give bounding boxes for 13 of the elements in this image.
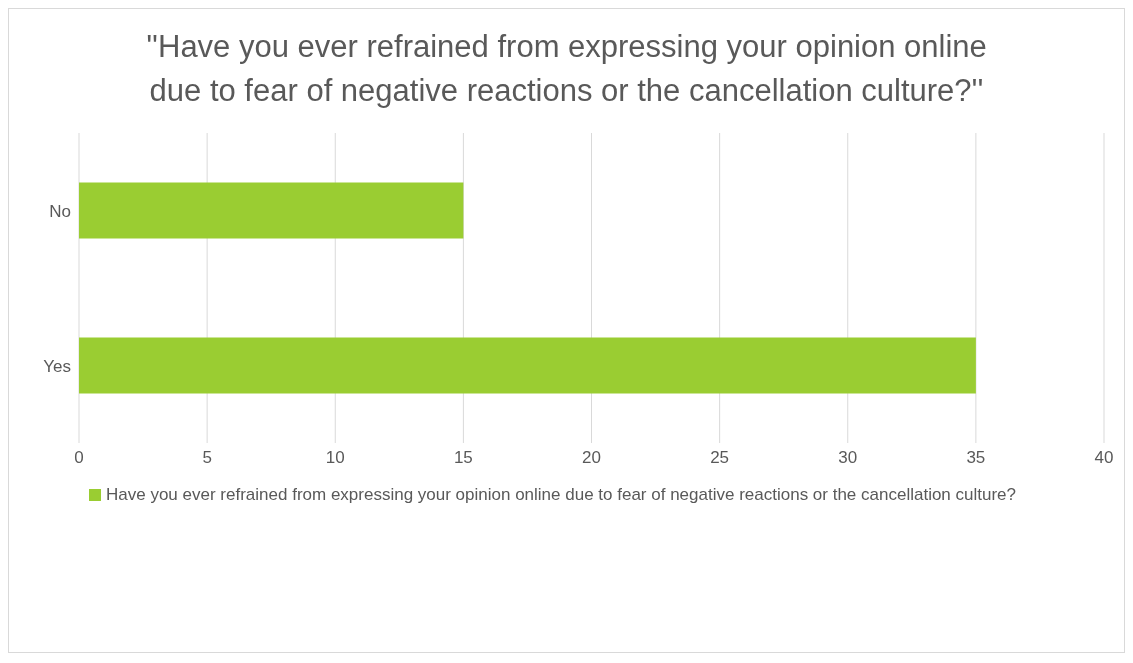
x-tick-label: 20	[582, 448, 601, 468]
legend-label: Have you ever refrained from expressing your opinion online due to fear of negative reactions or the cancellation culture?	[106, 484, 1017, 506]
y-tick-label: Yes	[43, 356, 71, 376]
x-tick-label: 35	[966, 448, 986, 468]
x-tick-label: 10	[325, 448, 345, 468]
x-tick-label: 5	[202, 448, 212, 468]
x-tick-label: 25	[710, 448, 730, 468]
y-tick-label: No	[49, 201, 71, 221]
x-tick-label: 40	[1094, 448, 1114, 468]
x-tick-label: 15	[453, 448, 473, 468]
x-tick-label: 30	[838, 448, 858, 468]
x-tick-label: 0	[74, 448, 84, 468]
chart-title: ''Have you ever refrained from expressing your opinion online due to fear of negative reactions or the cancellation culture?''	[145, 28, 988, 110]
